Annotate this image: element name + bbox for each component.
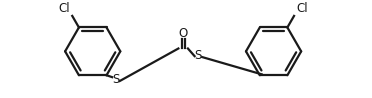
Text: O: O bbox=[179, 27, 188, 40]
Text: Cl: Cl bbox=[296, 2, 308, 15]
Text: S: S bbox=[112, 73, 120, 86]
Text: Cl: Cl bbox=[59, 2, 70, 15]
Text: S: S bbox=[195, 49, 202, 62]
